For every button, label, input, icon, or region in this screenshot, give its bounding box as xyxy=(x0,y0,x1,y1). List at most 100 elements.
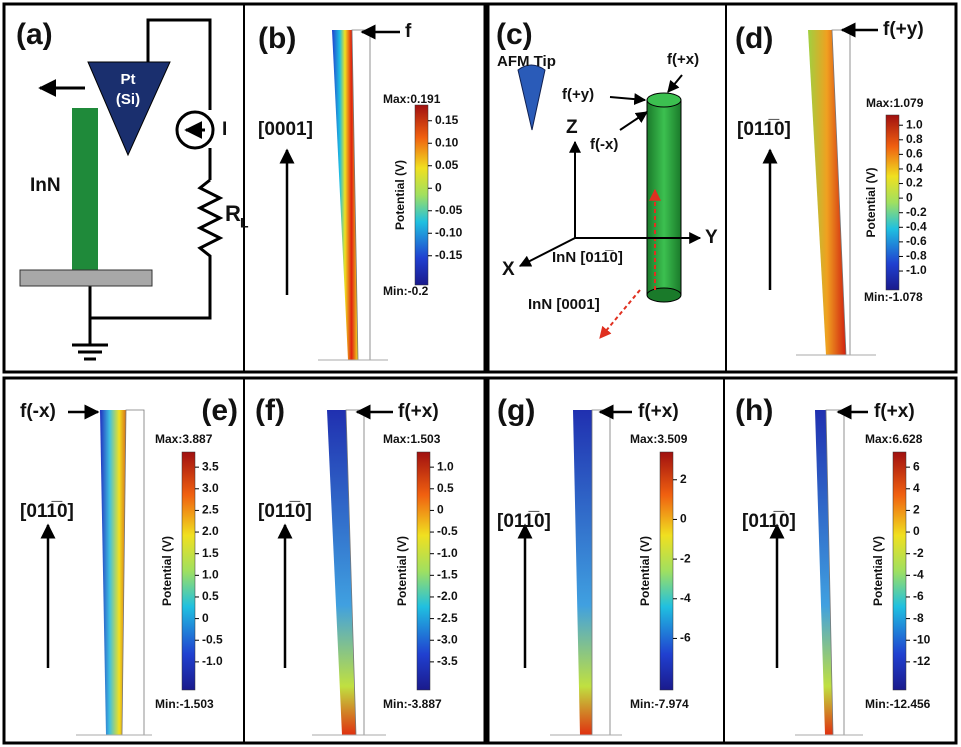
colorbar-tick-label: -1.0 xyxy=(202,654,223,668)
panel-label: (b) xyxy=(258,22,296,55)
direction-label: [011̅0] xyxy=(742,511,796,532)
force-label: f(+x) xyxy=(398,401,439,422)
colorbar-title: Potential (V) xyxy=(393,160,407,230)
direction-label: [0001] xyxy=(258,119,313,140)
colorbar-tick-label: -10 xyxy=(913,632,931,646)
force-label: f xyxy=(405,21,412,42)
panel-label: (a) xyxy=(16,18,53,51)
nanowire-potential xyxy=(332,30,358,360)
colorbar-max: Max:0.191 xyxy=(383,92,441,106)
colorbar xyxy=(885,114,900,291)
colorbar-min: Min:-1.503 xyxy=(155,697,214,711)
axis-label: Y xyxy=(705,227,718,248)
colorbar-title: Potential (V) xyxy=(395,536,409,606)
colorbar-tick-label: -0.5 xyxy=(202,632,223,646)
tip-label: Pt xyxy=(121,71,136,88)
source-label: I xyxy=(222,119,227,140)
colorbar-min: Min:-1.078 xyxy=(864,290,923,304)
colorbar-tick-label: 0 xyxy=(202,611,209,625)
colorbar-tick-label: -4 xyxy=(680,591,691,605)
nanowire xyxy=(72,108,98,272)
nanowire-outline xyxy=(591,409,611,736)
colorbar-max: Max:3.509 xyxy=(630,432,688,446)
panel-label: (d) xyxy=(735,22,773,55)
colorbar-tick-label: -0.6 xyxy=(906,234,927,248)
force-label: f(+x) xyxy=(667,51,699,68)
colorbar xyxy=(181,451,196,691)
colorbar-tick-label: 0.4 xyxy=(906,161,923,175)
direction-label: [011̅0] xyxy=(737,119,791,140)
colorbar-tick-label: -8 xyxy=(913,611,924,625)
force-label: f(+y) xyxy=(883,19,924,40)
colorbar-tick-label: 0.15 xyxy=(435,113,459,127)
wire-label: InN xyxy=(30,175,61,196)
panel-label: (f) xyxy=(255,394,285,427)
axis-label: X xyxy=(502,259,515,280)
colorbar-max: Max:3.887 xyxy=(155,432,213,446)
colorbar-min: Min:-12.456 xyxy=(865,697,931,711)
axis-label: Z xyxy=(566,117,578,138)
force-label: f(+x) xyxy=(638,401,679,422)
panel-label: (c) xyxy=(496,18,533,51)
colorbar-title: Potential (V) xyxy=(871,536,885,606)
colorbar-tick-label: -12 xyxy=(913,654,931,668)
colorbar-tick-label: -3.0 xyxy=(437,632,458,646)
colorbar-max: Max:1.503 xyxy=(383,432,441,446)
colorbar-tick-label: -2 xyxy=(913,546,924,560)
force-label: f(-x) xyxy=(20,401,56,422)
colorbar-tick-label: -3.5 xyxy=(437,654,458,668)
colorbar-tick-label: 0 xyxy=(437,503,444,517)
colorbar-max: Max:6.628 xyxy=(865,432,923,446)
substrate xyxy=(19,269,153,287)
resistor-subscript: L xyxy=(240,215,249,231)
colorbar-tick-label: -0.10 xyxy=(435,225,463,239)
colorbar-tick-label: -0.4 xyxy=(906,219,927,233)
colorbar-tick-label: -1.0 xyxy=(906,263,927,277)
colorbar-tick-label: 0 xyxy=(435,180,442,194)
colorbar-tick-label: 2 xyxy=(680,472,687,486)
colorbar-tick-label: -6 xyxy=(913,589,924,603)
panel-a-drawing xyxy=(38,18,224,361)
panel-label: (g) xyxy=(497,394,535,427)
colorbar-tick-label: -0.8 xyxy=(906,249,927,263)
direction-label: [011̅0] xyxy=(258,501,312,522)
colorbar-tick-label: -4 xyxy=(913,567,924,581)
panel-label: (h) xyxy=(735,394,773,427)
resistor-label: R xyxy=(225,201,241,226)
colorbar-tick-label: 1.5 xyxy=(202,546,219,560)
colorbar xyxy=(414,104,429,286)
colorbar-tick-label: -0.5 xyxy=(437,524,458,538)
colorbar-tick-label: 0.5 xyxy=(437,481,454,495)
panel-label: (e) xyxy=(201,394,238,427)
colorbar-min: Min:-7.974 xyxy=(630,697,689,711)
colorbar-tick-label: 0.05 xyxy=(435,158,459,172)
colorbar-tick-label: -1.0 xyxy=(437,546,458,560)
colorbar-tick-label: 0 xyxy=(913,524,920,538)
force-label: f(+y) xyxy=(562,86,594,103)
colorbar-tick-label: 0.8 xyxy=(906,132,923,146)
colorbar-tick-label: 2.5 xyxy=(202,503,219,517)
colorbar xyxy=(659,451,674,691)
colorbar-max: Max:1.079 xyxy=(866,96,924,110)
colorbar-tick-label: 2.0 xyxy=(202,524,219,538)
colorbar-min: Min:-0.2 xyxy=(383,284,429,298)
colorbar-tick-label: 3.5 xyxy=(202,459,219,473)
colorbar-title: Potential (V) xyxy=(160,536,174,606)
tip-label: AFM Tip xyxy=(497,53,556,70)
colorbar-title: Potential (V) xyxy=(638,536,652,606)
colorbar-tick-label: 6 xyxy=(913,459,920,473)
colorbar-tick-label: -0.2 xyxy=(906,205,927,219)
colorbar-min: Min:-3.887 xyxy=(383,697,442,711)
colorbar-tick-label: -2.5 xyxy=(437,611,458,625)
colorbar-title: Potential (V) xyxy=(864,167,878,237)
tip-label: (Si) xyxy=(116,91,140,108)
direction-label: [011̅0] xyxy=(497,511,551,532)
colorbar-tick-label: -6 xyxy=(680,631,691,645)
axis-label: InN [011̅0] xyxy=(552,249,623,266)
colorbar-tick-label: 3.0 xyxy=(202,481,219,495)
colorbar-tick-label: -2.0 xyxy=(437,589,458,603)
colorbar-tick-label: 2 xyxy=(913,503,920,517)
colorbar-tick-label: 0.5 xyxy=(202,589,219,603)
colorbar xyxy=(416,451,431,691)
